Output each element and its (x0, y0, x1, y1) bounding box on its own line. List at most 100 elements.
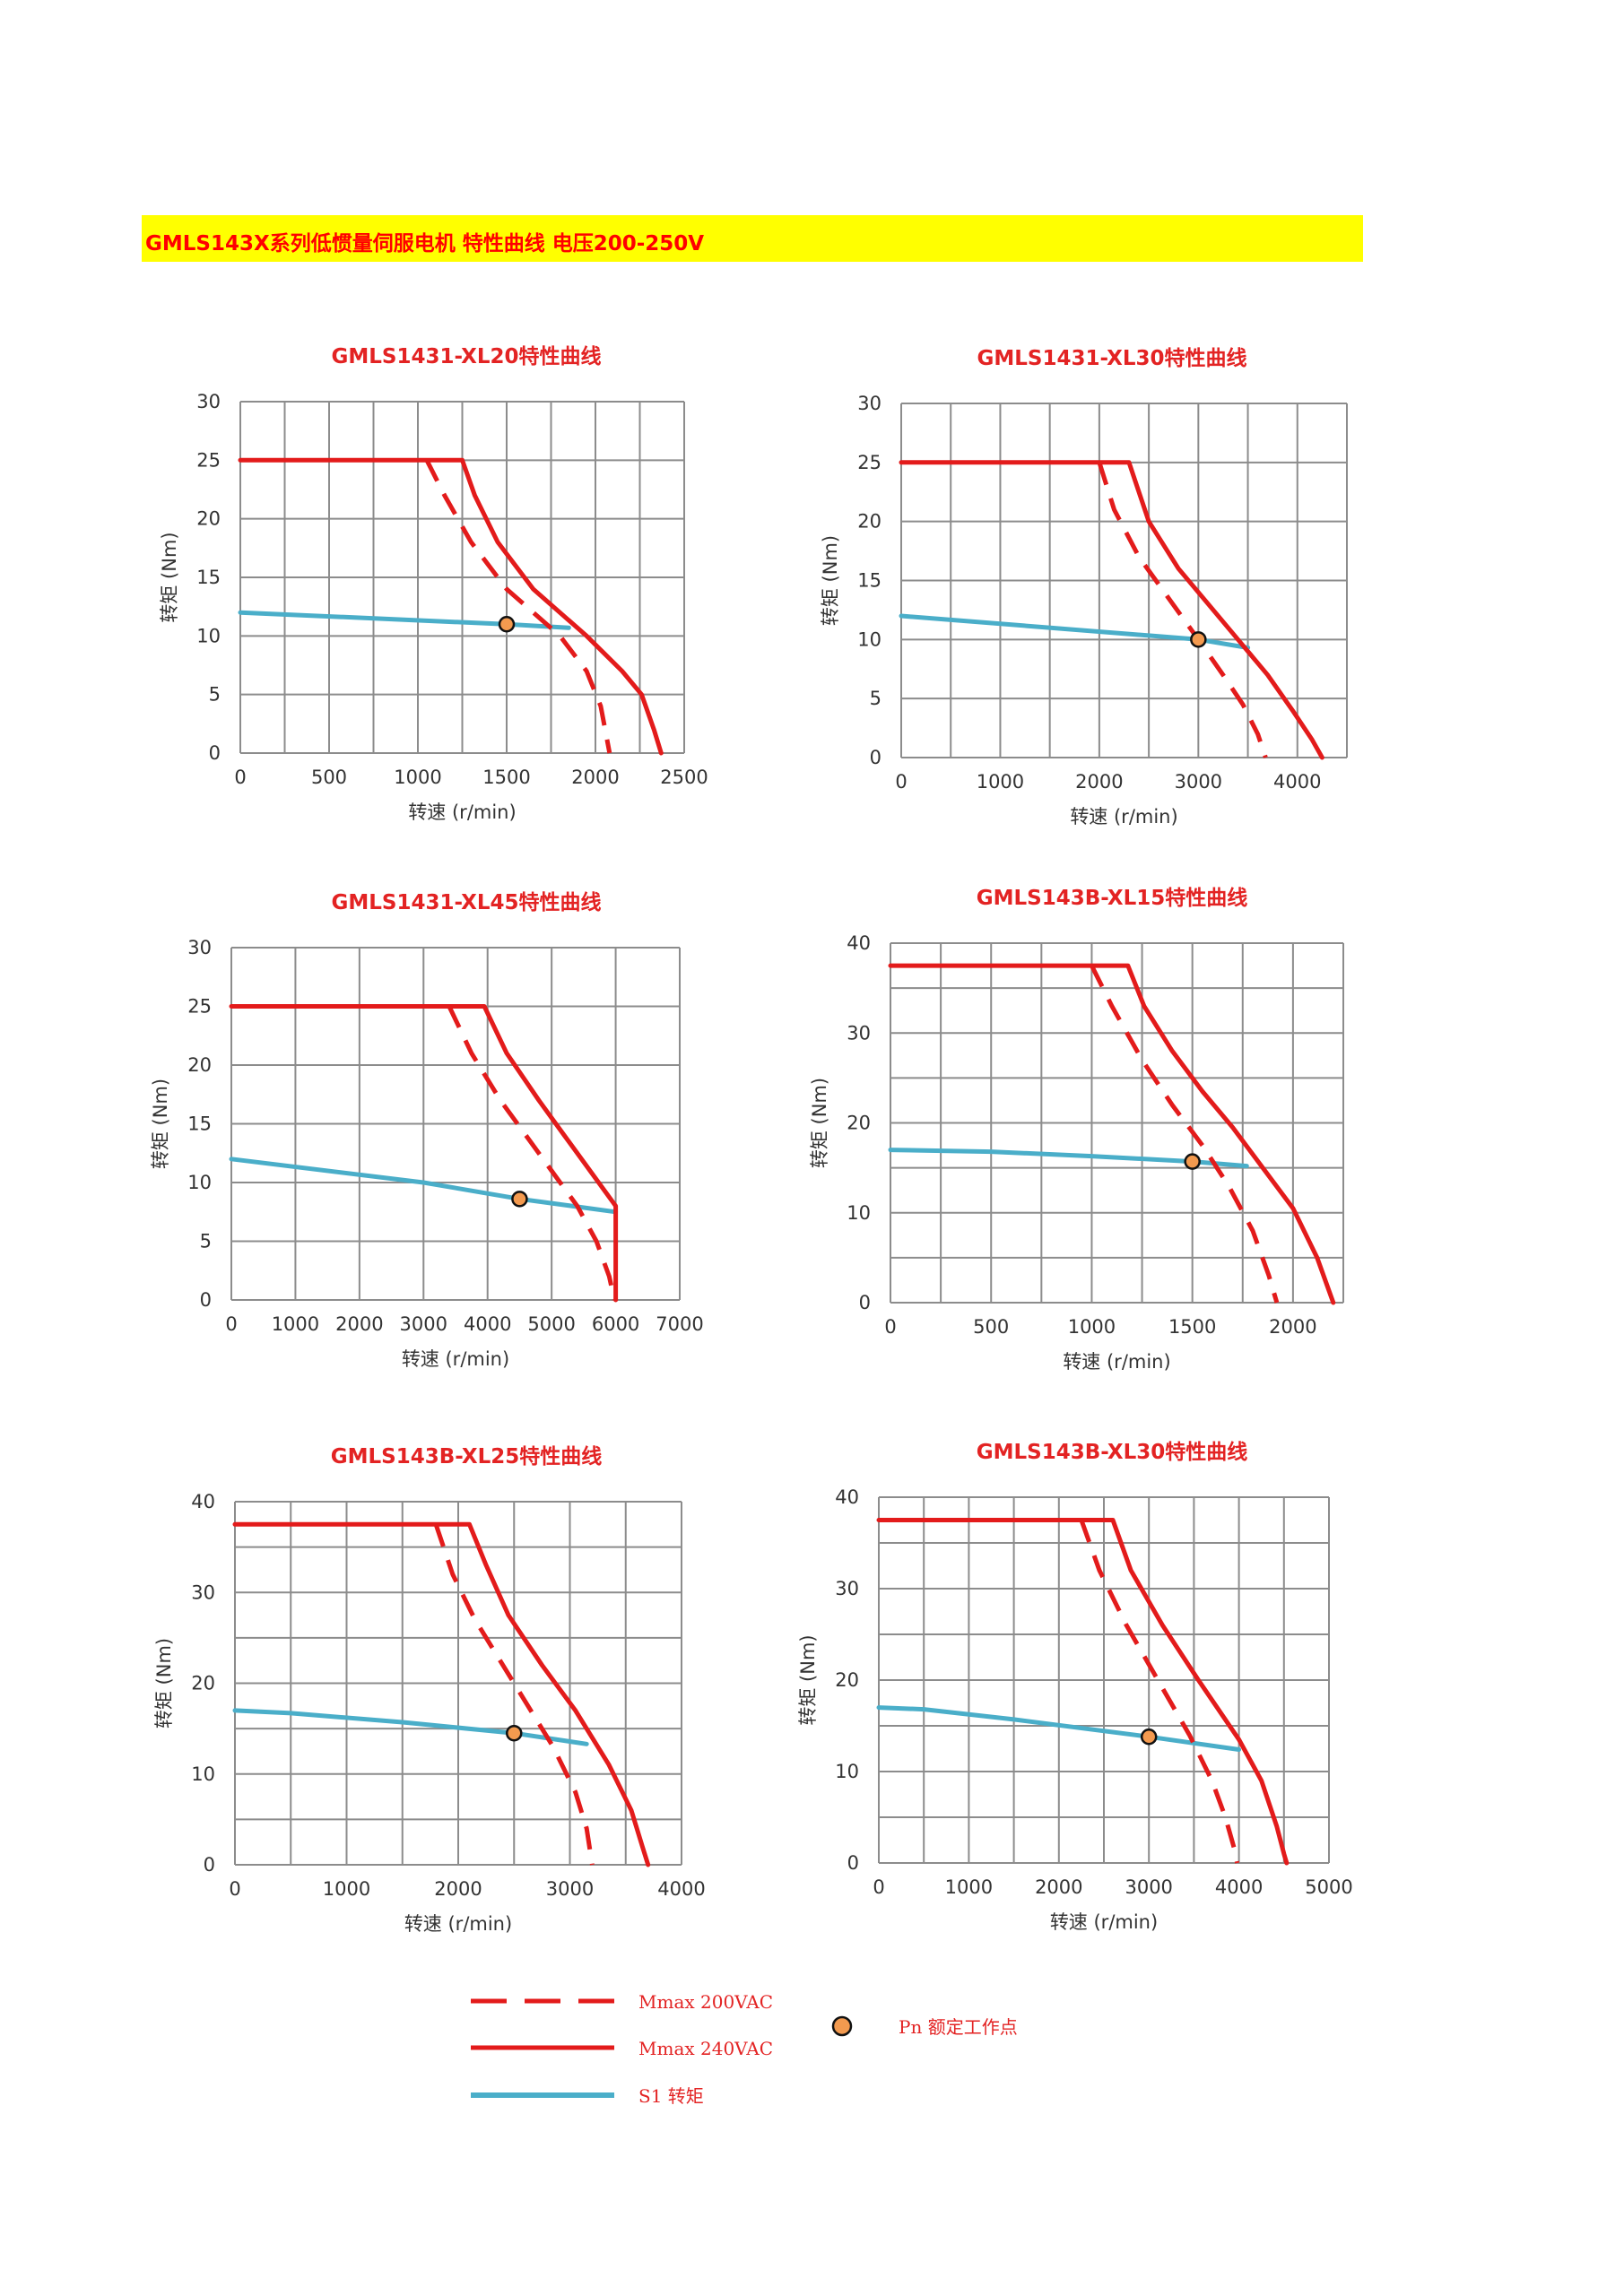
x-tick-label: 500 (973, 1316, 1009, 1338)
x-axis-label: 转速 (r/min) (1070, 806, 1177, 827)
y-tick-label: 15 (187, 1113, 212, 1135)
rated-point-marker (1190, 631, 1207, 648)
chart-title: GMLS1431-XL45特性曲线 (331, 890, 601, 914)
y-tick-label: 20 (196, 508, 221, 530)
chart-title: GMLS1431-XL20特性曲线 (331, 344, 601, 368)
y-tick-label: 10 (847, 1202, 871, 1224)
x-axis-label: 转速 (r/min) (404, 1913, 512, 1935)
chart-title: GMLS143B-XL15特性曲线 (977, 886, 1248, 910)
x-tick-label: 3000 (546, 1878, 594, 1900)
x-axis-label: 转速 (r/min) (1050, 1911, 1158, 1933)
y-tick-label: 20 (835, 1669, 859, 1691)
series-mmax-200vac-line (447, 1005, 617, 1301)
x-tick-label: 0 (884, 1316, 896, 1338)
y-tick-label: 40 (847, 932, 871, 954)
y-tick-label: 10 (857, 628, 881, 650)
series-mmax-200vac-line (1090, 964, 1280, 1304)
x-tick-label: 2000 (434, 1878, 482, 1900)
y-tick-label: 0 (204, 1854, 215, 1876)
y-axis-label: 转矩 (Nm) (150, 1079, 171, 1169)
y-tick-label: 40 (835, 1486, 859, 1508)
y-tick-label: 20 (857, 511, 881, 533)
x-tick-label: 2000 (335, 1313, 383, 1335)
series-s1-torque-line (888, 1148, 1249, 1169)
y-tick-label: 20 (191, 1673, 215, 1694)
x-tick-label: 1500 (1168, 1316, 1216, 1338)
x-axis-label: 转速 (r/min) (402, 1348, 509, 1370)
x-tick-label: 1000 (1068, 1316, 1116, 1338)
chart-2: GMLS1431-XL30特性曲线 0 1000 2000 3000 4000 0 5 10 15… (820, 346, 1348, 827)
y-tick-label: 0 (870, 747, 881, 768)
y-tick-label: 5 (870, 688, 881, 709)
x-tick-label: 5000 (527, 1313, 575, 1335)
y-tick-label: 30 (857, 393, 881, 414)
series-mmax-240vac-line (888, 963, 1336, 1305)
series-s1-torque-line (229, 1157, 619, 1215)
x-tick-label: 2500 (660, 767, 708, 788)
y-tick-label: 25 (196, 449, 221, 471)
y-tick-label: 25 (857, 452, 881, 473)
title-banner: GMLS143X系列低惯量伺服电机 特性曲线 电压200-250V (142, 215, 1363, 262)
y-tick-label: 10 (191, 1763, 215, 1785)
x-tick-label: 3000 (400, 1313, 447, 1335)
chart-title: GMLS143B-XL25特性曲线 (331, 1444, 603, 1469)
rated-point-marker (1140, 1728, 1158, 1746)
x-tick-label: 4000 (1215, 1876, 1263, 1898)
x-tick-label: 5000 (1305, 1876, 1352, 1898)
y-tick-label: 30 (196, 391, 221, 412)
y-tick-label: 20 (847, 1113, 871, 1134)
x-tick-label: 1000 (323, 1878, 370, 1900)
series-mmax-200vac-line (1079, 1519, 1240, 1864)
chart-5: GMLS143B-XL25特性曲线 0 1000 2000 3000 4000 0 10 20 3… (153, 1444, 706, 1935)
x-tick-label: 1000 (272, 1313, 319, 1335)
x-tick-label: 7000 (656, 1313, 703, 1335)
y-axis-label: 转矩 (Nm) (159, 532, 180, 622)
series-s1-torque-line (876, 1705, 1242, 1752)
series-mmax-240vac-line (238, 457, 664, 756)
x-tick-label: 4000 (1273, 771, 1321, 793)
x-tick-label: 0 (234, 767, 246, 788)
x-tick-label: 2000 (571, 767, 619, 788)
series-s1-torque-line (238, 610, 571, 630)
chart-title: GMLS143B-XL30特性曲线 (977, 1440, 1248, 1464)
x-tick-label: 1000 (977, 771, 1024, 793)
series-s1-torque-line (232, 1708, 589, 1746)
x-tick-label: 500 (311, 767, 347, 788)
y-axis-label: 转矩 (Nm) (153, 1638, 175, 1728)
chart-1: GMLS1431-XL20特性曲线 0 500 1000 1500 2000 2500 0 5 1… (159, 344, 708, 823)
y-tick-label: 0 (209, 742, 221, 764)
x-tick-label: 0 (229, 1878, 240, 1900)
y-tick-label: 0 (847, 1852, 859, 1874)
x-tick-label: 1000 (394, 767, 441, 788)
series-mmax-240vac-line (899, 460, 1324, 760)
series-mmax-200vac-line (433, 1523, 595, 1866)
x-tick-label: 3000 (1125, 1876, 1172, 1898)
y-tick-label: 30 (187, 937, 212, 958)
rated-point-marker (1184, 1153, 1201, 1170)
series-mmax-240vac-line (232, 1521, 651, 1867)
y-axis-label: 转矩 (Nm) (797, 1634, 819, 1725)
x-tick-label: 4000 (657, 1878, 705, 1900)
chart-title: GMLS1431-XL30特性曲线 (977, 346, 1246, 370)
x-tick-label: 1500 (482, 767, 530, 788)
y-tick-label: 10 (187, 1172, 212, 1193)
x-tick-label: 3000 (1175, 771, 1222, 793)
x-axis-label: 转速 (r/min) (1063, 1351, 1170, 1373)
chart-6: GMLS143B-XL30特性曲线 0 1000 2000 3000 4000 5000 0 1… (797, 1440, 1353, 1933)
y-axis-label: 转矩 (Nm) (820, 535, 841, 626)
y-tick-label: 5 (200, 1231, 212, 1252)
x-tick-label: 6000 (592, 1313, 639, 1335)
x-tick-label: 0 (873, 1876, 884, 1898)
chart-4: GMLS143B-XL15特性曲线 0 500 1000 1500 2000 0 10 20 30… (809, 886, 1344, 1373)
x-tick-label: 4000 (464, 1313, 511, 1335)
y-tick-label: 15 (196, 567, 221, 588)
series-mmax-200vac-line (1097, 462, 1268, 758)
y-tick-label: 40 (191, 1491, 215, 1512)
y-tick-label: 10 (835, 1761, 859, 1782)
chart-3: GMLS1431-XL45特性曲线 0 1000 2000 3000 4000 5000 60… (150, 890, 704, 1370)
y-tick-label: 5 (209, 684, 221, 706)
rated-point-marker (498, 616, 516, 633)
page-title: GMLS143X系列低惯量伺服电机 特性曲线 电压200-250V (145, 232, 705, 256)
y-tick-label: 30 (847, 1022, 871, 1044)
